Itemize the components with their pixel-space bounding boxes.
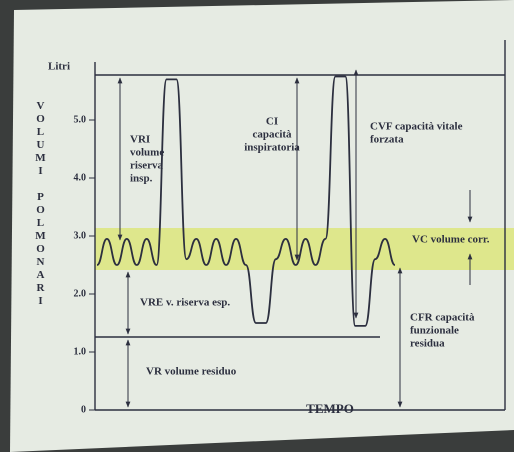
y-tick-label: 2.0: [74, 288, 87, 299]
y-tick-label: 3.0: [74, 230, 87, 241]
annotation: CI: [266, 116, 278, 128]
annotation: VRI: [130, 134, 150, 146]
y-tick-label: 5.0: [74, 114, 87, 125]
chart: Litri VOLUMI POLMONARI TEMPO 0 1.0 2.0 3.0 4…: [0, 0, 514, 452]
annotation: CFR capacità: [410, 312, 475, 324]
y-tick-label: 0: [81, 404, 86, 415]
annotation: volume: [130, 147, 164, 159]
annotation: forzata: [370, 134, 404, 146]
annotation: VRE v. riserva esp.: [140, 297, 230, 309]
x-label: TEMPO: [306, 401, 354, 416]
y-tick-label: 4.0: [74, 172, 87, 183]
annotation: VC volume corr.: [412, 234, 490, 246]
y-tick-label: 1.0: [74, 346, 87, 357]
annotation: CVF capacità vitale: [370, 121, 463, 133]
annotation: inspiratoria: [244, 142, 300, 154]
annotation: insp.: [130, 173, 153, 185]
annotation: VR volume residuo: [146, 366, 237, 378]
annotation: funzionale: [410, 325, 459, 337]
y-label: VOLUMI POLMONARI: [34, 100, 46, 308]
y-unit: Litri: [48, 61, 70, 73]
annotation: riserva: [130, 160, 163, 172]
annotation: residua: [410, 338, 445, 350]
slide: [10, 0, 514, 452]
annotation: capacità: [252, 129, 292, 141]
